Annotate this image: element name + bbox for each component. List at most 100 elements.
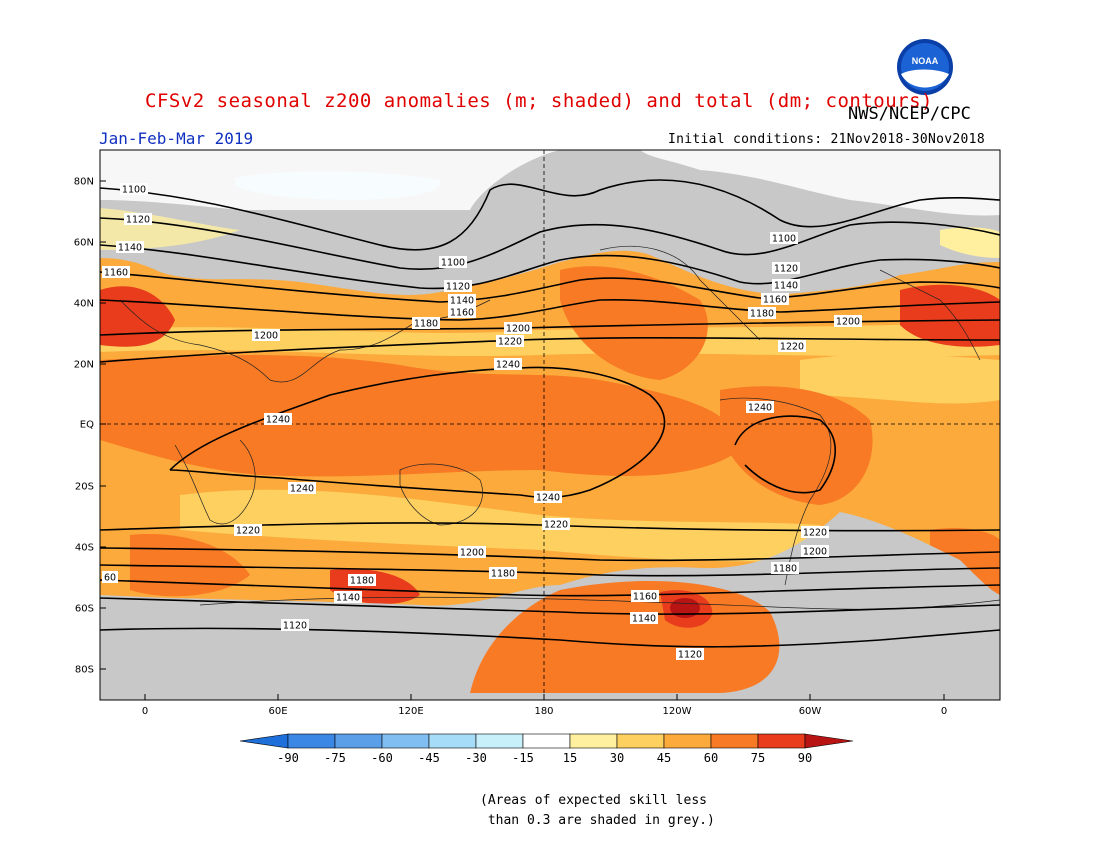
contour-label: 1240 bbox=[496, 360, 520, 371]
contour-label-bg bbox=[770, 232, 798, 244]
lon-label: 0 bbox=[941, 706, 947, 717]
colorbar-label: -15 bbox=[512, 751, 534, 765]
lat-label: EQ bbox=[80, 420, 94, 431]
contour-label-bg bbox=[458, 546, 486, 558]
colorbar-swatch bbox=[428, 733, 477, 749]
lon-label: 0 bbox=[142, 706, 148, 717]
colorbar-swatch bbox=[616, 733, 665, 749]
contours bbox=[100, 179, 1000, 648]
contour-label: 1160 bbox=[450, 308, 474, 319]
colorbar-swatch bbox=[522, 733, 571, 749]
contour-label-bg bbox=[534, 491, 562, 503]
colorbar-swatch bbox=[710, 733, 759, 749]
contour-label-bg bbox=[120, 183, 148, 195]
contour-label-bg bbox=[102, 571, 118, 583]
contour-label-bg bbox=[448, 294, 476, 306]
contour-label-bg bbox=[496, 335, 524, 347]
contour-label: 1180 bbox=[350, 576, 374, 587]
colorbar-swatch bbox=[569, 733, 618, 749]
contour-label-bg bbox=[504, 322, 532, 334]
contour-label: 1220 bbox=[236, 526, 260, 537]
agency-label: NWS/NCEP/CPC bbox=[848, 104, 971, 124]
lat-label: 60N bbox=[74, 238, 94, 249]
contour-label: 1240 bbox=[290, 484, 314, 495]
axis-ticks: 80N 60N 40N 20N EQ 20S 40S 60S 80S 0 60E 120E 180 120… bbox=[74, 177, 947, 718]
contour-label: 1140 bbox=[450, 296, 474, 307]
colorbar-label: -75 bbox=[324, 751, 346, 765]
contour-label-bg bbox=[334, 591, 362, 603]
chart-title: CFSv2 seasonal z200 anomalies (m; shaded… bbox=[145, 90, 933, 112]
svg-text:NOAA: NOAA bbox=[912, 56, 939, 66]
contour-label: 1100 bbox=[122, 185, 146, 196]
colorbar-swatch bbox=[287, 733, 336, 749]
colorbar-swatch bbox=[757, 733, 806, 749]
contour-label: 1140 bbox=[632, 614, 656, 625]
colorbar-swatch bbox=[475, 733, 524, 749]
contour-label: 1120 bbox=[446, 282, 470, 293]
initial-conditions-label: Initial conditions: 21Nov2018-30Nov2018 bbox=[668, 132, 985, 147]
contour-label: 1200 bbox=[254, 331, 278, 342]
contour-label: 1220 bbox=[780, 342, 804, 353]
map-frame bbox=[99, 149, 1001, 701]
colorbar-label: -90 bbox=[277, 751, 299, 765]
contour-label-bg bbox=[748, 307, 776, 319]
contour-label: 1120 bbox=[774, 264, 798, 275]
contour-label-bg bbox=[448, 306, 476, 318]
contour-label-bg bbox=[542, 518, 570, 530]
contour-label-bg bbox=[439, 256, 467, 268]
contour-label: 1160 bbox=[633, 592, 657, 603]
map-fill bbox=[100, 150, 1000, 700]
contour-label-bg bbox=[778, 340, 806, 352]
contour-label-bg bbox=[834, 315, 862, 327]
contour-label: 1220 bbox=[544, 520, 568, 531]
colorbar-label: 30 bbox=[610, 751, 624, 765]
colorbar-label: 15 bbox=[563, 751, 577, 765]
contour-label-bg bbox=[234, 524, 262, 536]
contour-label: 1140 bbox=[118, 243, 142, 254]
season-label: Jan-Feb-Mar 2019 bbox=[99, 129, 254, 148]
contour-label-bg bbox=[772, 262, 800, 274]
contour-label-bg bbox=[102, 266, 130, 278]
contour-label: 1180 bbox=[750, 309, 774, 320]
contour-label-bg bbox=[252, 329, 280, 341]
contour-label-bg bbox=[281, 619, 309, 631]
lat-label: 80N bbox=[74, 177, 94, 188]
contour-label-bg bbox=[631, 590, 659, 602]
contour-label: 1160 bbox=[104, 268, 128, 279]
contour-label: 1180 bbox=[414, 319, 438, 330]
lat-label: 40N bbox=[74, 299, 94, 310]
skill-note: (Areas of expected skill less than 0.3 a… bbox=[480, 793, 715, 828]
colorbar-label: 45 bbox=[657, 751, 671, 765]
contour-label-bg bbox=[746, 401, 774, 413]
contour-label-bg bbox=[288, 482, 316, 494]
contour-label: 1220 bbox=[498, 337, 522, 348]
contour-label: 1240 bbox=[536, 493, 560, 504]
contour-label: 1180 bbox=[773, 564, 797, 575]
colorbar-label: 90 bbox=[798, 751, 812, 765]
lat-label: 40S bbox=[75, 543, 94, 554]
contour-label: 1200 bbox=[836, 317, 860, 328]
contour-label: 1180 bbox=[491, 569, 515, 580]
lat-label: 80S bbox=[75, 665, 94, 676]
contour-label-bg bbox=[630, 612, 658, 624]
contour-label-bg bbox=[348, 574, 376, 586]
contour-label-bg bbox=[801, 526, 829, 538]
contour-label: 60 bbox=[104, 573, 116, 584]
noaa-logo: NOAA bbox=[897, 39, 953, 95]
colorbar-label: -30 bbox=[465, 751, 487, 765]
colorbar-swatch bbox=[663, 733, 712, 749]
contour-label-bg bbox=[116, 241, 144, 253]
colorbar-swatch bbox=[334, 733, 383, 749]
colorbar-left-arrow bbox=[239, 733, 289, 749]
contour-label: 1220 bbox=[803, 528, 827, 539]
contour-label-bg bbox=[801, 545, 829, 557]
contour-label: 1120 bbox=[678, 650, 702, 661]
contour-label-bg bbox=[444, 280, 472, 292]
contour-label: 1120 bbox=[126, 215, 150, 226]
colorbar: -90 -75 -60 -45 -30 -15 15 30 45 60 75 90 bbox=[239, 733, 854, 765]
contour-label: 1200 bbox=[803, 547, 827, 558]
lat-label: 60S bbox=[75, 604, 94, 615]
contour-label-bg bbox=[761, 293, 789, 305]
contour-label: 1200 bbox=[506, 324, 530, 335]
